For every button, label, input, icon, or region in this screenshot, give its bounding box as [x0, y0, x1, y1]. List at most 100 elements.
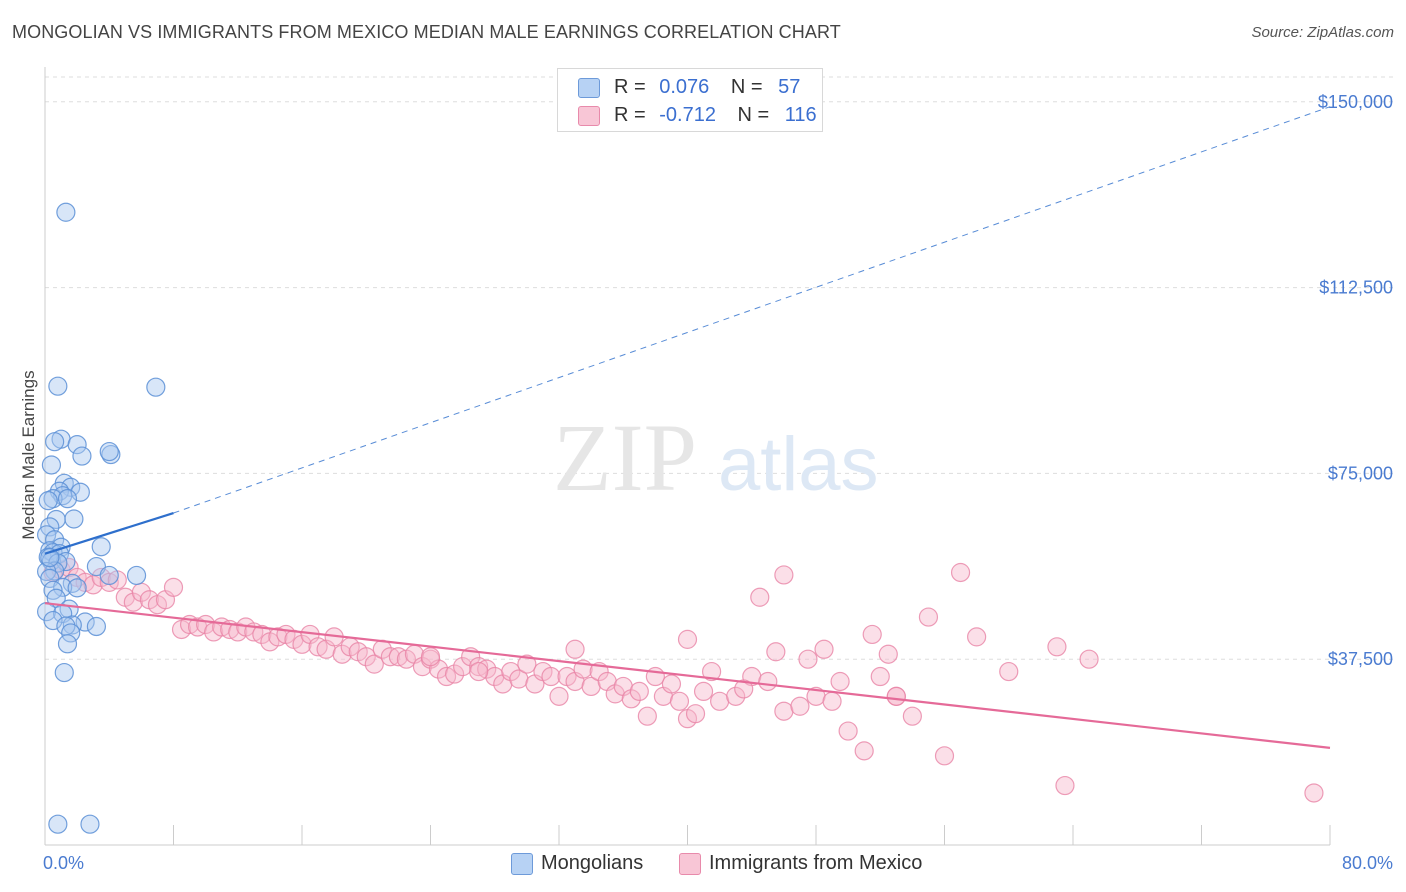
mexico-point — [565, 639, 585, 659]
mexico-point — [477, 659, 497, 679]
mongolian-point — [86, 616, 107, 637]
chart-title: MONGOLIAN VS IMMIGRANTS FROM MEXICO MEDI… — [12, 22, 841, 42]
mexico-point — [814, 639, 834, 659]
legend-n-value: 57 — [778, 76, 801, 98]
mexico-point — [356, 647, 376, 667]
mexico-point — [710, 691, 730, 711]
mongolian-point — [126, 565, 147, 586]
y-tick-label: $75,000 — [1328, 463, 1393, 483]
mexico-point — [268, 627, 288, 647]
mexico-point — [99, 572, 119, 592]
mexico-point — [838, 721, 858, 741]
mexico-point — [790, 696, 810, 716]
mongolian-point — [80, 814, 100, 834]
mexico-point — [701, 661, 722, 682]
mexico-point — [878, 644, 898, 664]
mexico-point — [444, 664, 465, 684]
mexico-point — [862, 624, 882, 645]
mexico-point — [774, 565, 794, 585]
legend-r-label: R = — [614, 76, 646, 98]
legend-r-value: 0.076 — [659, 76, 710, 98]
mexico-point — [726, 686, 746, 706]
mexico-point — [685, 704, 706, 724]
mexico-point — [669, 691, 690, 711]
mexico-point — [677, 629, 698, 649]
mexico-point — [758, 671, 778, 692]
mexico-point — [380, 647, 400, 667]
mongolian-point — [57, 489, 78, 509]
mexico-point — [364, 654, 384, 674]
mexico-point — [950, 562, 971, 583]
mexico-point — [766, 642, 786, 662]
mexico-point — [750, 587, 770, 607]
mexico-point — [934, 746, 955, 766]
bottom-legend-label-mongolians: Mongolians — [541, 852, 644, 874]
mexico-point — [798, 649, 818, 669]
mexico-point — [332, 644, 352, 664]
mongolian-point — [43, 610, 63, 631]
mexico-point — [1304, 783, 1324, 803]
watermark: ZIP atlas — [553, 404, 879, 511]
legend-n-label: N = — [737, 104, 770, 126]
mongolian-point — [72, 446, 92, 466]
mongolian-point — [48, 814, 68, 834]
mexico-point — [621, 689, 641, 709]
legend-r-value: -0.712 — [659, 104, 716, 126]
mexico-point — [1047, 637, 1067, 657]
watermark-atlas: atlas — [718, 422, 879, 507]
mongolian-point — [62, 615, 82, 635]
x-tick-label-min: 0.0% — [43, 853, 84, 873]
mongolian-point — [56, 202, 76, 222]
mexico-trend-line — [44, 602, 1331, 749]
mexico-point — [308, 637, 328, 657]
mexico-point — [886, 686, 906, 706]
source-label: Source: ZipAtlas.com — [1251, 24, 1394, 41]
mexico-point — [292, 634, 312, 654]
legend-r-label: R = — [614, 104, 646, 126]
mexico-point — [822, 691, 842, 711]
mongolian-point — [91, 537, 111, 557]
mongolian-point — [61, 623, 81, 643]
legend-n-label: N = — [730, 76, 763, 98]
mexico-point — [1079, 649, 1099, 669]
mexico-point — [517, 654, 537, 674]
mexico-point — [693, 681, 714, 702]
legend-swatch-blue — [578, 78, 600, 98]
grid-lines — [45, 76, 1395, 660]
mexico-point — [420, 647, 441, 667]
mexico-points — [43, 557, 1324, 803]
mexico-point — [541, 666, 561, 687]
mexico-point — [1055, 775, 1075, 796]
mexico-point — [999, 661, 1019, 682]
mongolian-point — [41, 455, 62, 475]
mexico-point — [661, 674, 682, 694]
correlation-legend: R = 0.076 N = 57 R = -0.712 N = 116 — [557, 68, 823, 132]
mexico-point — [774, 701, 794, 721]
axes — [44, 67, 1331, 846]
y-tick-label: $150,000 — [1318, 92, 1393, 112]
mongolian-point — [146, 377, 166, 397]
mexico-point — [918, 607, 939, 627]
mexico-point — [123, 592, 143, 612]
bottom-legend-label-mexico: Immigrants from Mexico — [709, 852, 923, 874]
mongolian-point — [64, 509, 84, 529]
mexico-point — [870, 666, 890, 687]
mexico-point — [388, 647, 408, 667]
mexico-point — [252, 624, 272, 645]
mexico-point — [501, 661, 521, 682]
mongolian-point — [38, 491, 58, 511]
mongolian-point — [45, 432, 65, 452]
mexico-point — [469, 657, 489, 677]
mongolian-point — [48, 376, 68, 396]
mongolian-point — [67, 435, 87, 455]
mongolian-point — [99, 441, 119, 462]
bottom-legend-swatch-pink — [679, 853, 701, 875]
legend-n-value: 116 — [784, 104, 817, 126]
mexico-point — [734, 679, 754, 699]
mexico-point — [967, 627, 987, 647]
mexico-point — [163, 577, 184, 597]
mexico-point — [83, 575, 103, 595]
bottom-legend-swatch-blue — [511, 853, 533, 875]
x-tick-label-max: 80.0% — [1342, 853, 1393, 873]
mexico-point — [549, 686, 569, 706]
